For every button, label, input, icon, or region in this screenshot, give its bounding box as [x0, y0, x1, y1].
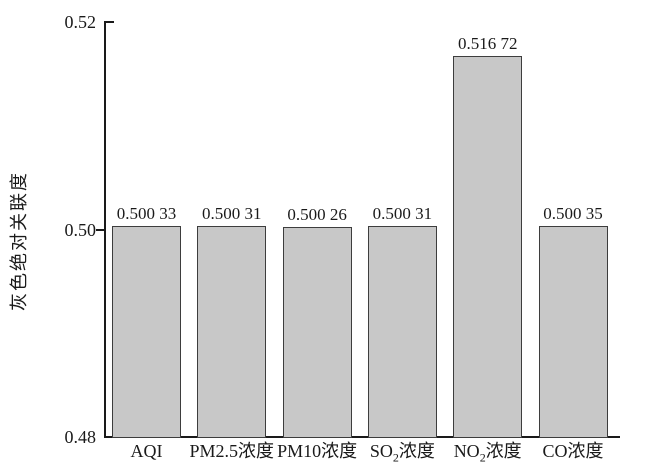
x-axis-label-4: NO2浓度 — [453, 441, 522, 465]
x-axis-label-0: AQI — [130, 441, 163, 461]
bar-1 — [197, 226, 267, 438]
y-axis-title: 灰色绝对关联度 — [9, 171, 29, 311]
bar-value-label-4: 0.516 72 — [457, 34, 518, 54]
x-axis-line — [104, 436, 620, 438]
x-axis-label-1: PM2.5浓度 — [189, 441, 275, 461]
bar-value-label-1: 0.500 31 — [202, 204, 262, 224]
bar-0 — [112, 226, 181, 438]
bar-3 — [367, 226, 437, 438]
y-tick-label-1: 0.50 — [64, 219, 97, 240]
bar-value-label-3: 0.500 31 — [372, 204, 433, 224]
bar-value-label-5: 0.500 35 — [543, 203, 603, 223]
bar-5 — [538, 225, 608, 438]
x-axis-label-2: PM10浓度 — [277, 441, 358, 461]
bar-4 — [453, 56, 523, 438]
y-tick-label-2: 0.52 — [64, 12, 97, 32]
x-axis-label-5: CO浓度 — [542, 441, 604, 461]
y-axis-line — [104, 21, 106, 438]
y-tick-label-0: 0.48 — [64, 427, 97, 447]
y-tick-mark-1 — [96, 228, 105, 231]
y-tick-mark-2 — [105, 21, 114, 23]
bar-value-label-2: 0.500 26 — [287, 204, 347, 224]
x-axis-label-3: SO2浓度 — [369, 441, 435, 465]
bar-value-label-0: 0.500 33 — [116, 204, 177, 224]
bar-2 — [282, 226, 352, 438]
